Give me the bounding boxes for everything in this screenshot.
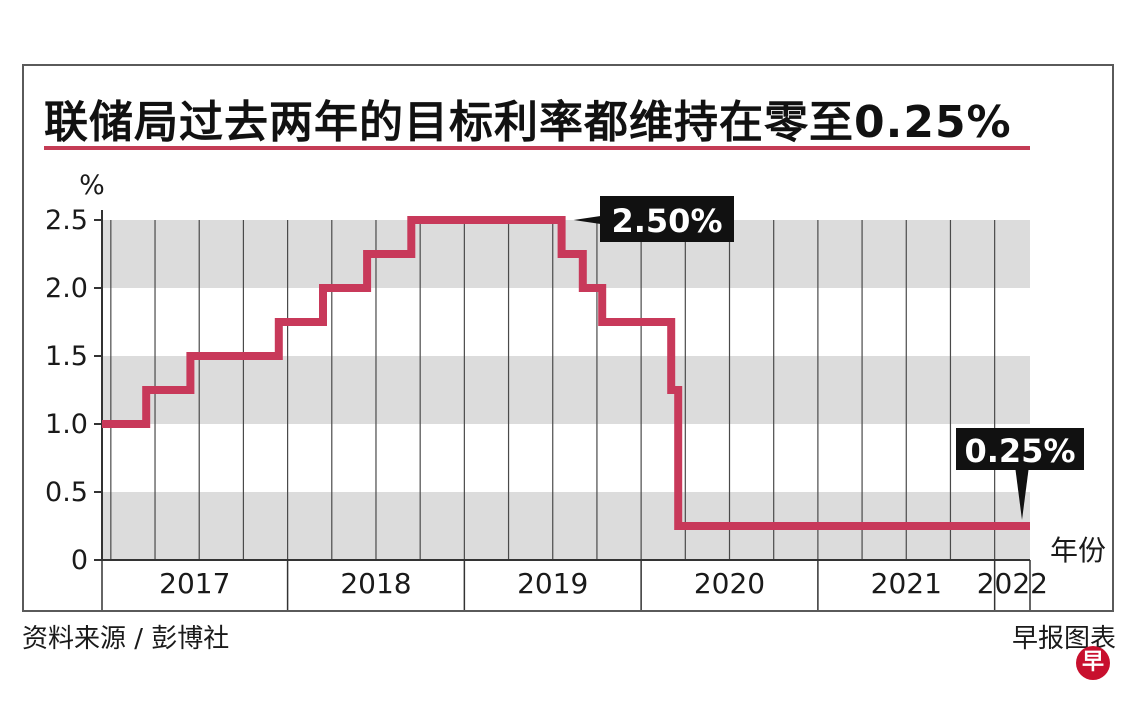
chart-frame [22,64,1114,612]
y-axis-unit: % [79,170,105,201]
annotation-pointer [1015,466,1029,520]
chart-title: 联储局过去两年的目标利率都维持在零至0.25% [44,97,1012,148]
y-tick-label: 0.5 [45,477,88,508]
x-tick-label: 2020 [694,567,765,600]
x-tick-label: 2018 [340,567,411,600]
y-tick-label: 1.0 [45,409,88,440]
title-underline [44,146,1030,150]
x-tick-label: 2021 [871,567,942,600]
source-note: 资料来源 / 彭博社 [22,624,230,654]
y-tick-label: 2.0 [45,273,88,304]
x-axis-unit: 年份 [1050,534,1106,567]
y-tick-label: 1.5 [45,341,88,372]
annotation-label: 0.25% [964,432,1075,470]
grid-band [102,356,1030,424]
annotation-label: 2.50% [611,202,722,240]
y-tick-label: 0 [71,545,88,576]
x-tick-label: 2017 [159,567,230,600]
y-tick-label: 2.5 [45,205,88,236]
x-tick-label: 2022 [977,567,1048,600]
annotation-box [956,428,1084,470]
logo: 早 [1076,646,1110,680]
x-tick-label: 2019 [517,567,588,600]
annotation-box [600,196,734,242]
rate-line [102,216,1030,530]
